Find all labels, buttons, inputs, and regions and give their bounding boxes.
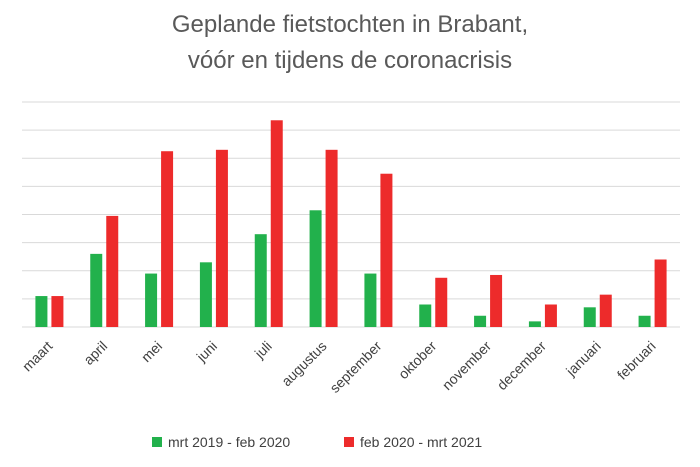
x-tick-label-maart: maart xyxy=(19,338,56,375)
x-tick-label-augustus: augustus xyxy=(278,338,329,389)
x-tick-label-december: december xyxy=(494,338,550,394)
bar-series-2-maart xyxy=(51,296,64,327)
bar-series-2-januari xyxy=(599,294,612,327)
bar-series-2-november xyxy=(490,274,503,327)
bar-series-1-december xyxy=(528,321,541,327)
bar-series-1-april xyxy=(90,253,103,327)
x-tick-label-mei: mei xyxy=(138,338,165,365)
bars xyxy=(35,120,667,327)
bar-series-2-mei xyxy=(161,151,174,327)
legend: mrt 2019 - feb 2020 feb 2020 - mrt 2021 xyxy=(152,434,482,450)
legend-label-series-2: feb 2020 - mrt 2021 xyxy=(360,434,482,450)
bar-series-2-april xyxy=(106,215,119,327)
bar-series-1-februari xyxy=(638,315,651,327)
legend-label-series-1: mrt 2019 - feb 2020 xyxy=(168,434,290,450)
legend-swatch-series-2 xyxy=(344,437,354,447)
x-tick-label-oktober: oktober xyxy=(395,338,440,383)
bar-series-1-maart xyxy=(35,296,48,327)
legend-swatch-series-1 xyxy=(152,437,162,447)
bar-series-2-juni xyxy=(215,149,228,327)
chart-title-line-1: Geplande fietstochten in Brabant, xyxy=(172,11,528,38)
x-tick-label-juli: juli xyxy=(251,338,275,362)
bar-series-2-februari xyxy=(654,259,667,327)
chart-title-line-2: vóór en tijdens de coronacrisis xyxy=(188,47,512,74)
bar-series-1-januari xyxy=(583,307,596,327)
x-tick-label-januari: januari xyxy=(562,338,604,380)
bar-series-1-oktober xyxy=(419,304,432,327)
bar-series-1-september xyxy=(364,273,377,327)
bar-series-2-juli xyxy=(270,120,283,327)
x-tick-label-februari: februari xyxy=(614,338,659,383)
x-tick-label-november: november xyxy=(439,338,495,394)
bar-series-2-december xyxy=(544,304,557,327)
bar-series-2-oktober xyxy=(435,277,448,327)
x-tick-label-juni: juni xyxy=(193,338,220,365)
bar-series-1-mei xyxy=(145,273,158,327)
x-tick-label-april: april xyxy=(80,338,110,368)
x-tick-label-september: september xyxy=(326,338,384,396)
bar-series-2-augustus xyxy=(325,149,338,327)
bar-series-1-november xyxy=(474,315,487,327)
bar-series-1-juli xyxy=(254,234,267,327)
gridlines xyxy=(22,101,680,328)
bar-series-2-september xyxy=(380,173,393,327)
bar-series-1-augustus xyxy=(309,210,322,327)
bar-series-1-juni xyxy=(199,262,212,327)
